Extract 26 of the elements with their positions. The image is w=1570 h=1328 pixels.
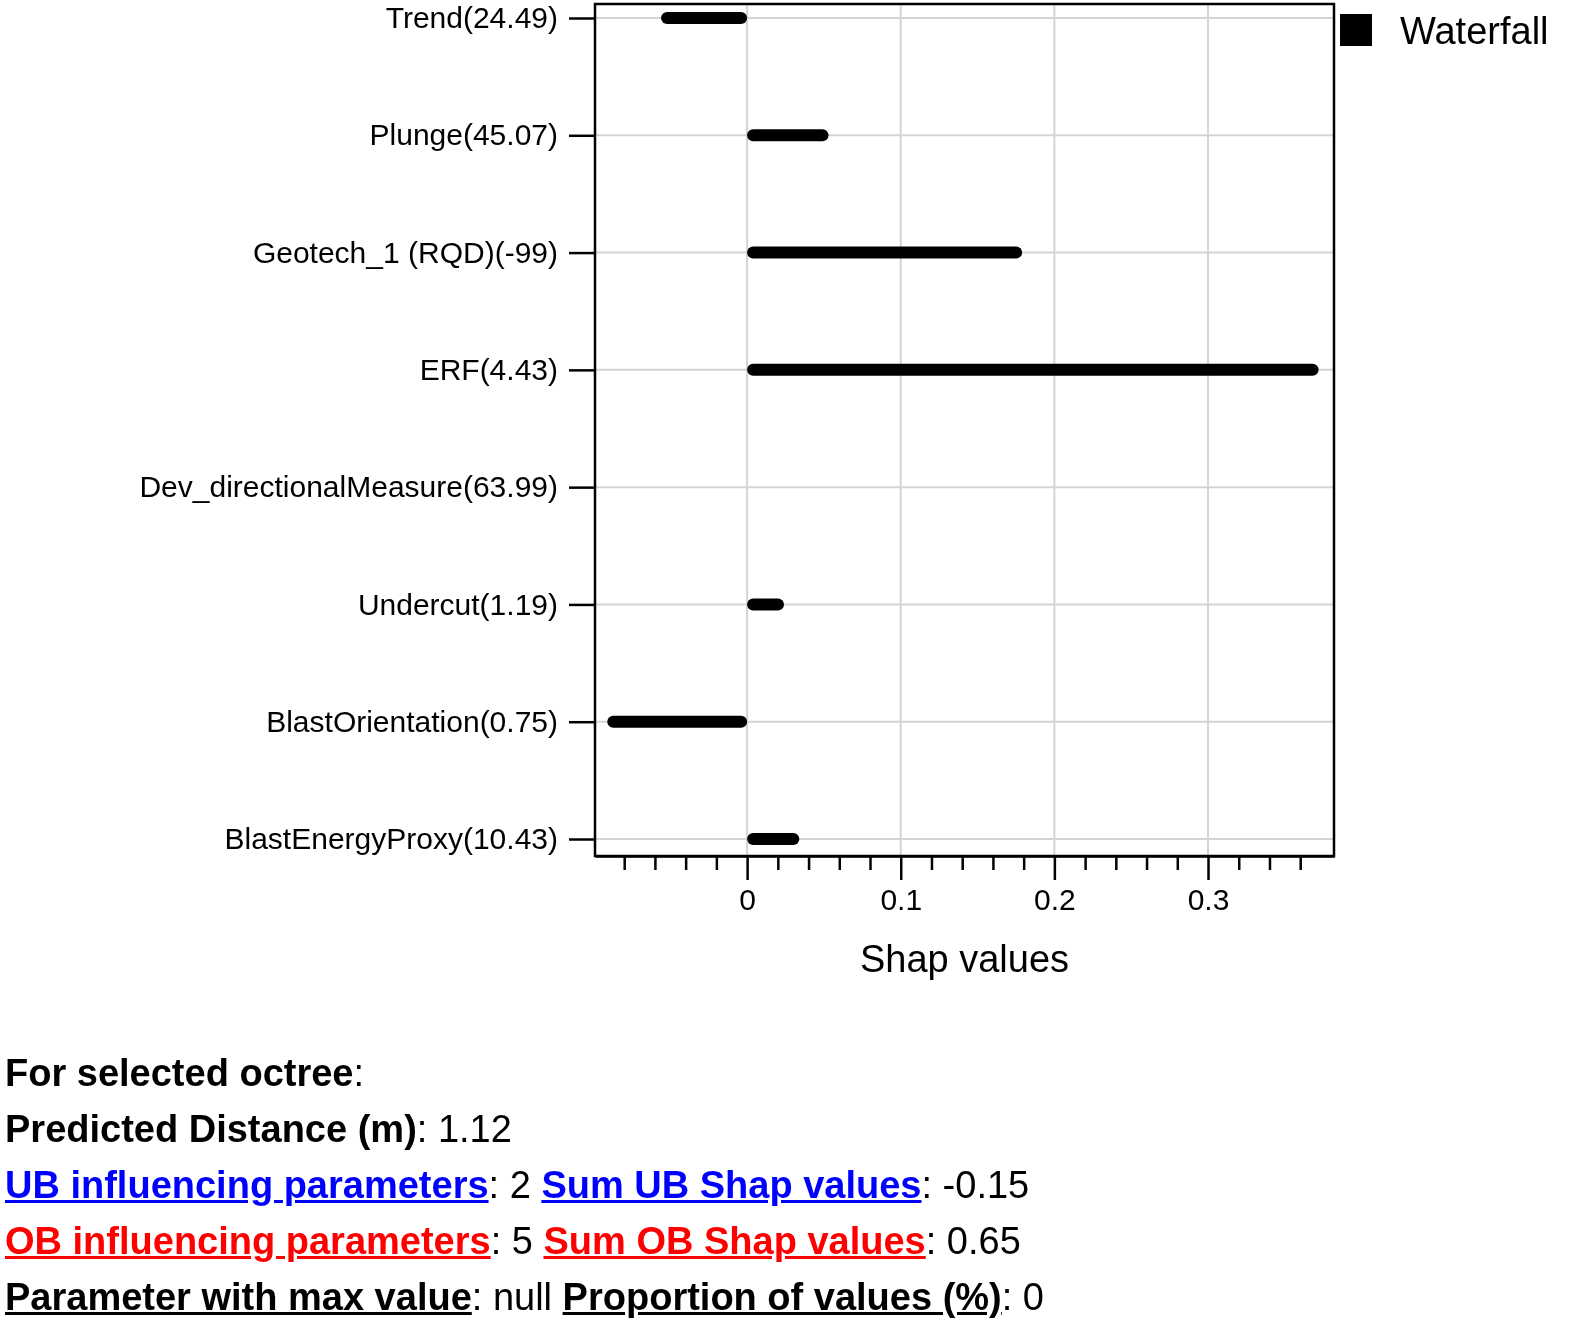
y-tick-label: Dev_directionalMeasure(63.99) [139,470,558,504]
bar [747,129,829,142]
text: Predicted Distance (m): 1.12 [5,1108,512,1150]
bar [747,246,1023,259]
y-tick-label: BlastEnergyProxy(10.43) [224,822,558,856]
x-tick-label: 0.2 [1034,883,1076,917]
y-tick-label: Plunge(45.07) [369,118,558,152]
legend-label: Waterfall [1400,10,1549,52]
y-tick-label: Geotech_1 (RQD)(-99) [252,235,558,269]
x-axis-title: Shap values [859,938,1070,980]
text: Parameter with max value: null Proportion of values (%): 0 [5,1276,1044,1318]
y-tick-label: Trend(24.49) [385,1,558,35]
text: UB influencing parameters: 2 Sum UB Shap values: -0.15 [5,1164,1030,1206]
bar [661,12,748,24]
x-tick-label: 0 [739,883,756,917]
x-tick-label: 0.3 [1187,883,1230,917]
bar [607,715,748,728]
y-tick-label: BlastOrientation(0.75) [266,704,558,738]
x-tick-label: 0.1 [880,883,923,917]
text: OB influencing parameters: 5 Sum OB Shap values: 0.65 [5,1220,1021,1262]
bar [747,598,784,611]
y-tick-label: ERF(4.43) [419,352,558,386]
y-tick-label: Undercut(1.19) [357,587,558,621]
bar [747,363,1319,376]
bar [747,833,800,845]
text: For selected octree: [5,1052,365,1094]
